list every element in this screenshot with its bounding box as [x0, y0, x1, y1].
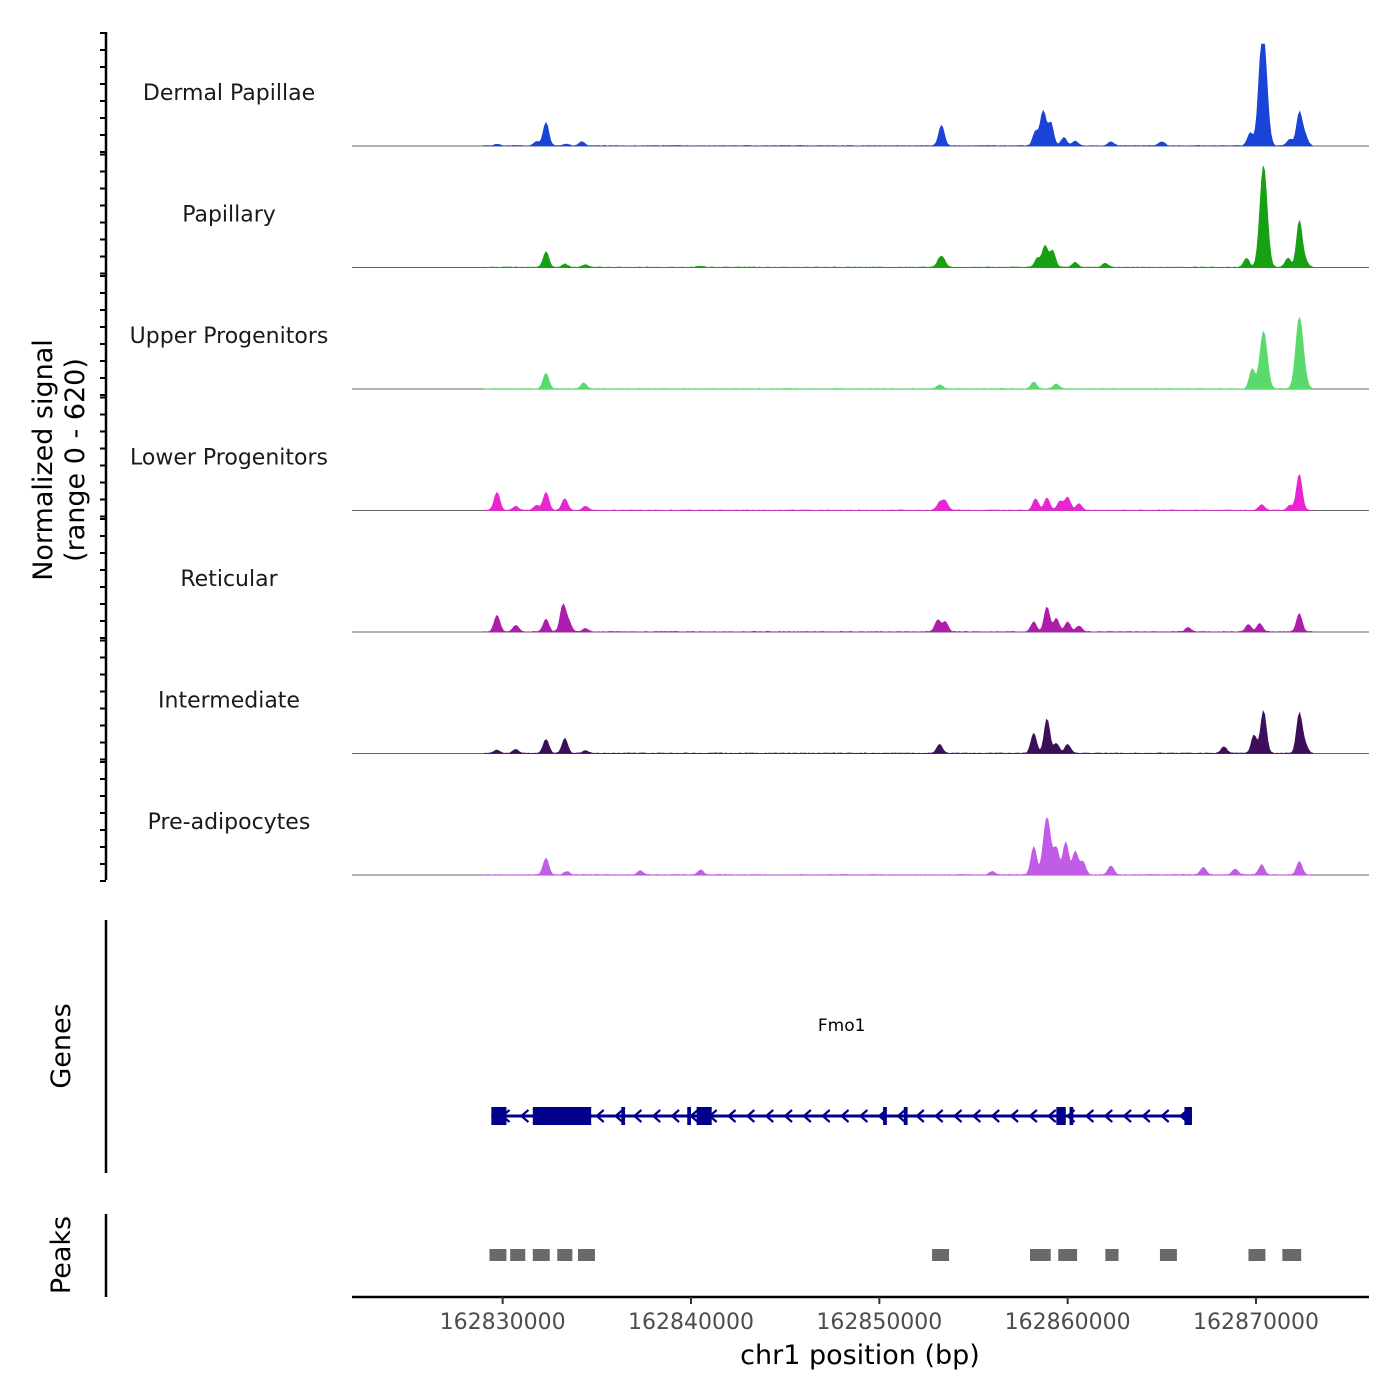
strand-arrow: [1141, 1109, 1151, 1123]
strand-arrow: [990, 1109, 1000, 1123]
gene-exon: [621, 1107, 626, 1125]
peak-region: [578, 1249, 595, 1261]
strand-arrow: [651, 1109, 661, 1123]
strand-arrow: [632, 1109, 643, 1123]
track-label: Intermediate: [158, 689, 300, 714]
strand-arrow: [783, 1109, 793, 1123]
signal-y-label-line1: Normalized signal: [28, 339, 59, 581]
gene-exon: [1056, 1107, 1066, 1125]
signal-area: [483, 603, 1313, 633]
gene-exon: [883, 1107, 887, 1125]
x-axis-ticks: 162830000 162840000 162850000 162860000 1628…: [440, 1297, 1319, 1335]
gene-name-label: Fmo1: [818, 1016, 866, 1036]
strand-arrow: [670, 1109, 680, 1123]
signal-area: [483, 710, 1313, 754]
strand-arrow: [1084, 1109, 1095, 1123]
signal-area: [483, 43, 1313, 147]
strand-arrow: [595, 1109, 605, 1123]
strand-arrow: [519, 1109, 530, 1123]
strand-arrow: [1028, 1109, 1038, 1123]
gene-exon: [1184, 1107, 1192, 1125]
x-tick-label: 162870000: [1193, 1310, 1319, 1335]
track-upper-progenitors: Upper Progenitors: [130, 316, 1369, 390]
genes-y-label: Genes: [46, 1003, 77, 1088]
track-label: Upper Progenitors: [130, 324, 329, 349]
peak-region: [1159, 1249, 1177, 1261]
gene-exon: [491, 1107, 507, 1125]
track-label: Reticular: [180, 567, 278, 592]
signal-y-label-line2: (range 0 - 620): [60, 358, 91, 562]
peak-region: [489, 1249, 507, 1261]
peak-region: [557, 1249, 573, 1261]
track-label: Papillary: [182, 203, 276, 228]
x-tick-label: 162830000: [440, 1310, 566, 1335]
peak-region: [532, 1249, 550, 1261]
track-lower-progenitors: Lower Progenitors: [130, 446, 1369, 511]
strand-arrow: [802, 1109, 812, 1123]
peak-region: [1248, 1249, 1266, 1261]
strand-arrow: [839, 1109, 850, 1123]
peak-region: [1105, 1249, 1119, 1261]
strand-arrow: [764, 1109, 774, 1123]
track-dermal-papillae: Dermal Papillae: [143, 43, 1369, 147]
strand-arrow: [1103, 1109, 1113, 1123]
strand-arrow: [613, 1109, 624, 1123]
track-intermediate: Intermediate: [158, 689, 1369, 754]
peak-region: [1030, 1249, 1051, 1261]
strand-arrow: [1047, 1109, 1057, 1123]
strand-arrow: [934, 1109, 944, 1123]
strand-arrow: [745, 1109, 756, 1123]
strand-arrow: [915, 1109, 925, 1123]
strand-arrow: [858, 1109, 869, 1123]
signal-area: [483, 316, 1313, 390]
peak-region: [510, 1249, 526, 1261]
track-label: Lower Progenitors: [130, 446, 328, 471]
track-label: Pre-adipocytes: [148, 810, 311, 835]
gene-exon: [532, 1107, 592, 1125]
peak-region: [1282, 1249, 1302, 1261]
gene-track: Fmo1: [491, 1016, 1192, 1125]
strand-arrow: [726, 1109, 737, 1123]
strand-arrow: [821, 1109, 831, 1123]
strand-arrow: [1009, 1109, 1019, 1123]
x-tick-label: 162860000: [1005, 1310, 1131, 1335]
signal-area: [483, 473, 1313, 511]
x-tick-label: 162840000: [628, 1310, 754, 1335]
track-label: Dermal Papillae: [143, 81, 315, 106]
gene-exon: [1069, 1107, 1074, 1125]
signal-y-axis: [100, 32, 108, 882]
x-axis-label: chr1 position (bp): [740, 1340, 980, 1371]
track-reticular: Reticular: [180, 567, 1369, 633]
signal-area: [483, 817, 1313, 876]
gene-exon: [696, 1107, 712, 1125]
gene-exon: [687, 1107, 691, 1125]
strand-arrow: [971, 1109, 982, 1123]
strand-arrow: [1160, 1109, 1170, 1123]
strand-arrow: [1122, 1109, 1132, 1123]
track-pre-adipocytes: Pre-adipocytes: [148, 810, 1369, 876]
coverage-tracks: Dermal Papillae Papillary Upper Progenitor…: [130, 43, 1369, 876]
x-tick-label: 162850000: [816, 1310, 942, 1335]
peak-region: [1058, 1249, 1078, 1261]
peak-region: [932, 1249, 950, 1261]
gene-exon: [903, 1107, 908, 1125]
signal-area: [483, 165, 1313, 268]
strand-arrow: [896, 1109, 906, 1123]
peaks-y-label: Peaks: [46, 1216, 77, 1294]
track-papillary: Papillary: [182, 165, 1369, 268]
strand-arrow: [952, 1109, 963, 1123]
peak-regions: [489, 1249, 1302, 1261]
